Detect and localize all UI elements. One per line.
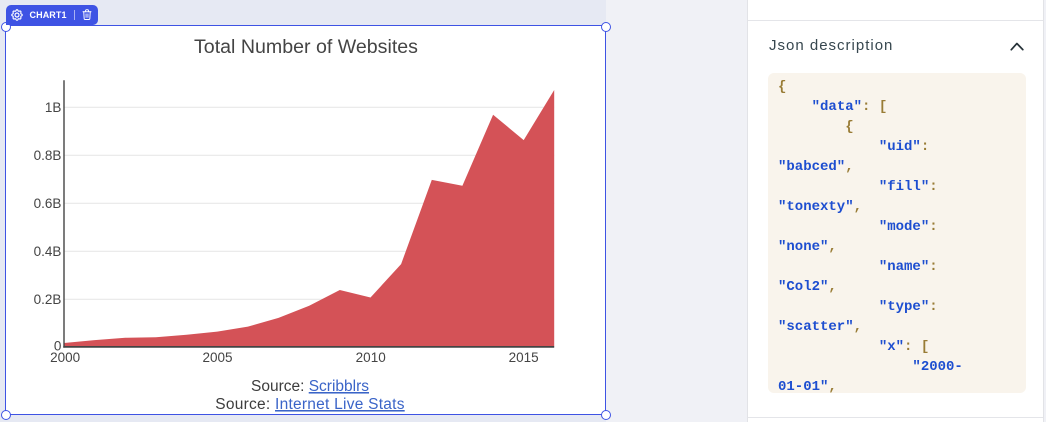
svg-text:2010: 2010 (355, 350, 385, 365)
svg-text:1B: 1B (44, 100, 61, 115)
svg-text:0: 0 (53, 339, 61, 354)
svg-text:Total Number of Websites: Total Number of Websites (194, 36, 418, 58)
svg-text:2005: 2005 (202, 350, 232, 365)
svg-text:2000: 2000 (50, 350, 80, 365)
svg-text:Source: Internet Live Stats: Source: Internet Live Stats (215, 396, 404, 413)
svg-text:0.2B: 0.2B (33, 292, 61, 307)
svg-text:0.4B: 0.4B (33, 244, 61, 259)
svg-text:2015: 2015 (508, 350, 538, 365)
svg-text:0.8B: 0.8B (33, 148, 61, 163)
svg-text:0.6B: 0.6B (33, 196, 61, 211)
svg-text:Source: Scribblrs: Source: Scribblrs (250, 378, 368, 395)
